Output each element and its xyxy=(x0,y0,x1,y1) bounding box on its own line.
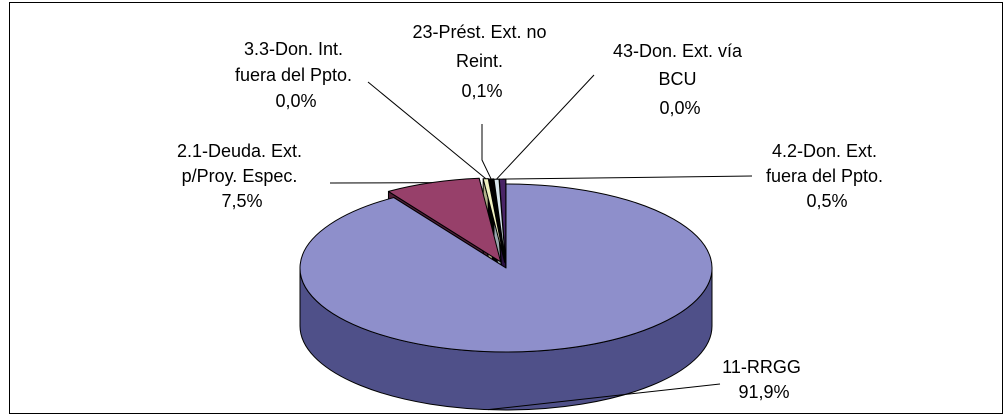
leader-43-don-ext-bcu xyxy=(496,74,595,180)
leader-3-3-don-int xyxy=(367,81,486,180)
slice-3-3-don-int-fuera-del-ppto xyxy=(482,178,506,263)
label-2-1-deuda: 2.1-Deuda. Ext. p/Proy. Espec. 7,5% xyxy=(177,141,307,211)
label-4-2-don-ext: 4.2-Don. Ext. fuera del Ppto. 0,5% xyxy=(766,141,888,211)
label-11-rrgg: 11-RRGG 91,9% xyxy=(722,357,806,402)
leader-23-prest-ext xyxy=(481,124,492,180)
leader-11-rrgg xyxy=(487,383,721,411)
pie-slices xyxy=(299,177,713,353)
slice-2-1-deuda-ext-p-proy-espec xyxy=(387,177,502,263)
label-23-prest-ext: 23-Prést. Ext. no Reint. 0,1% xyxy=(412,22,551,101)
label-3-3-don-int: 3.3-Don. Int. fuera del Ppto. 0,0% xyxy=(235,39,357,111)
label-43-don-ext-bcu: 43-Don. Ext. vía BCU 0,0% xyxy=(613,41,747,118)
leader-4-2-don-ext xyxy=(502,175,753,180)
leader-lines xyxy=(329,74,753,411)
slice-23-pr-st-ext-no-reint xyxy=(488,178,506,264)
slice-11-rrgg xyxy=(299,183,713,353)
